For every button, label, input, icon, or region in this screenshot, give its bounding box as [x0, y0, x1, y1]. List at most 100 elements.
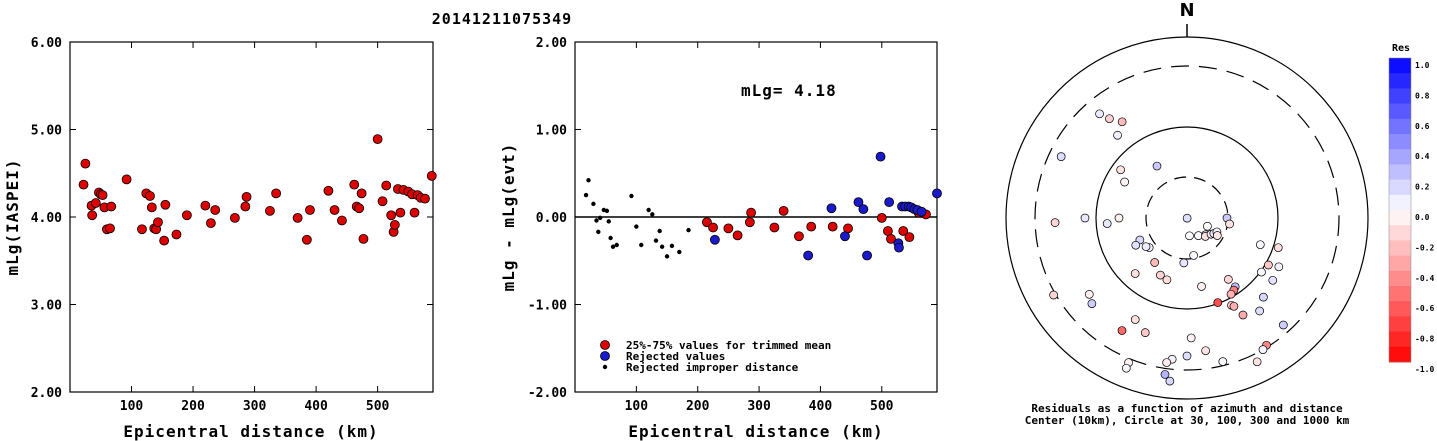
polar-caption-line2: Center (10km), Circle at 30, 100, 300 an… [1025, 414, 1350, 427]
colorbar-title: Res [1392, 43, 1410, 54]
magnitude-point [395, 207, 406, 218]
station-residual-point [1162, 358, 1172, 367]
trimmed-point [898, 226, 909, 236]
colorbar-tick-label: 0.6 [1415, 122, 1430, 131]
station-residual-point [1257, 267, 1266, 277]
y-ticks: -2.00 -1.00 0.00 1.00 2.00 [528, 36, 937, 401]
improper-distance-point [650, 212, 655, 217]
trimmed-point [886, 233, 896, 244]
trimmed-point [746, 207, 756, 218]
colorbar-tick-label: -0.6 [1415, 304, 1434, 313]
magnitude-point [420, 193, 430, 204]
station-residual-point [1186, 333, 1196, 343]
station-residual-point [1182, 351, 1192, 361]
improper-distance-point [686, 227, 691, 233]
station-residual-point [1279, 320, 1288, 330]
y-tick-label: 2.00 [31, 386, 62, 401]
station-residual-point [1203, 221, 1212, 231]
colorbar-tick-label: -0.8 [1415, 335, 1434, 344]
improper-distance-point [646, 207, 651, 213]
magnitude-points [78, 134, 437, 246]
x-tick-label: 100 [625, 399, 649, 414]
colorbar-cell [1389, 118, 1411, 135]
station-residual-point [1225, 219, 1234, 229]
y-tick-label: 4.00 [31, 211, 62, 226]
panel-residual: -2.00 -1.00 0.00 1.00 2.00 100 200 300 400 500 m… [499, 36, 942, 441]
colorbar-cell [1389, 73, 1411, 89]
station-residual-point [1264, 260, 1273, 270]
colorbar-cell [1389, 331, 1411, 348]
magnitude-point [205, 218, 216, 229]
improper-distance-point [664, 254, 670, 259]
station-residual-point [1255, 306, 1264, 316]
y-tick-label: 3.00 [31, 299, 62, 314]
magnitude-point [200, 200, 211, 211]
colorbar-tick-label: -0.4 [1415, 274, 1434, 283]
station-residual-point [1185, 231, 1194, 241]
magnitude-point [181, 210, 192, 221]
legend-label-trimmed: 25%-75% values for trimmed mean [626, 339, 831, 352]
magnitude-point [153, 217, 163, 228]
station-residual-point [1189, 251, 1198, 260]
colorbar-cell [1389, 316, 1411, 333]
improper-distance-point [608, 235, 613, 241]
magnitude-point [305, 205, 315, 215]
legend-marker-improper [602, 364, 608, 370]
magnitude-point [87, 210, 98, 221]
colorbar-frame [1388, 57, 1412, 363]
x-tick-label: 200 [686, 399, 710, 414]
magnitude-point [389, 219, 400, 230]
magnitude-point [265, 205, 275, 216]
x-ticks: 100 200 300 400 500 [625, 42, 894, 414]
y-tick-label: 0.00 [536, 211, 567, 226]
magnitude-point [137, 224, 147, 235]
station-residual-point [1160, 370, 1170, 379]
improper-distance-point [586, 178, 591, 183]
colorbar-cell [1389, 286, 1411, 302]
magnitude-point [323, 185, 334, 196]
colorbar-cell [1389, 149, 1411, 165]
station-residual-point [1226, 289, 1236, 299]
colorbar-tick-label: 0.0 [1415, 213, 1430, 222]
x-tick-label: 300 [243, 399, 267, 414]
colorbar-cell [1389, 134, 1411, 150]
trimmed-point [806, 221, 817, 232]
improper-distance-point [629, 193, 634, 199]
y-tick-label: -2.00 [528, 386, 567, 401]
station-residual-point [1259, 292, 1268, 302]
azimuth-points [1049, 109, 1288, 386]
x-tick-label: 300 [747, 399, 771, 414]
magnitude-point [171, 229, 182, 240]
magnitude-point [354, 203, 365, 214]
station-residual-point [1150, 258, 1160, 267]
y-axis-label: mLg - mLg(evt) [499, 143, 518, 292]
improper-distance-point [610, 244, 616, 249]
station-residual-point [1141, 242, 1151, 252]
station-residual-point [1218, 357, 1228, 366]
x-tick-label: 400 [304, 399, 328, 414]
trimmed-point [794, 231, 804, 242]
improper-distance-point [597, 215, 603, 221]
station-residual-point [1056, 152, 1066, 161]
improper-distance-point [669, 243, 675, 249]
trimmed-point [778, 205, 789, 216]
rejected-point [803, 250, 814, 261]
x-tick-label: 200 [181, 399, 205, 414]
colorbar-cells [1388, 57, 1412, 363]
station-residual-point [1268, 275, 1278, 285]
station-residual-point [1156, 270, 1165, 280]
station-residual-point [1121, 363, 1131, 373]
colorbar-cell [1389, 164, 1411, 181]
legend-marker-trimmed [600, 340, 610, 350]
station-residual-point [1273, 243, 1283, 253]
magnitude-point [358, 233, 369, 244]
colorbar-tick-label: 0.4 [1415, 152, 1430, 161]
colorbar-cell [1389, 301, 1411, 317]
magnitude-point [90, 198, 101, 208]
improper-distance-point [604, 208, 610, 214]
colorbar-ticks: 1.0 0.8 0.6 0.4 0.2 0.0 -0.2 -0.4 -0.6 -0.8 -1.0 [1415, 61, 1434, 374]
station-residual-point [1229, 301, 1239, 311]
magnitude-point [229, 212, 240, 223]
panel-magnitude: 2.00 3.00 4.00 5.00 6.00 100 200 300 400 500 mLg… [3, 36, 437, 441]
trimmed-point [702, 217, 712, 228]
